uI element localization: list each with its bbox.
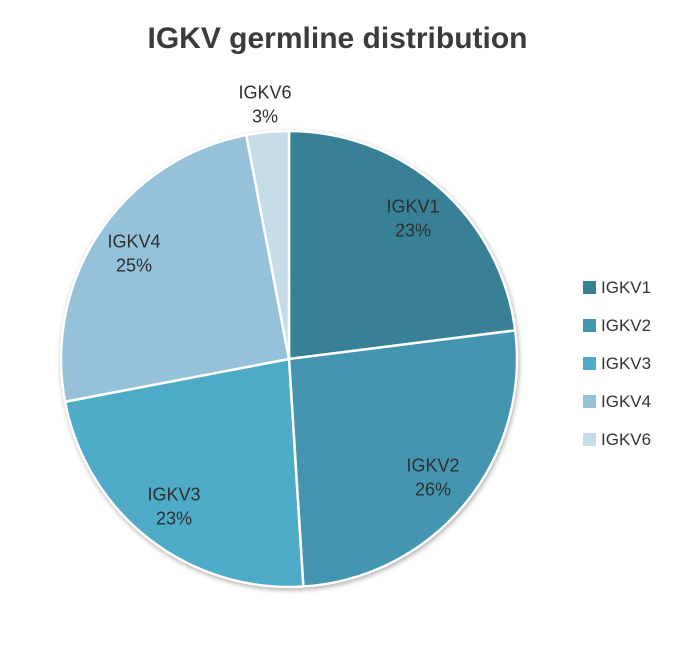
legend-swatch-igkv2 — [583, 319, 596, 332]
legend-item-igkv2: IGKV2 — [583, 315, 651, 336]
legend-swatch-igkv4 — [583, 395, 596, 408]
legend-label-igkv3: IGKV3 — [601, 353, 652, 373]
legend-label-igkv6: IGKV6 — [601, 429, 652, 449]
legend-item-igkv3: IGKV3 — [583, 353, 651, 374]
pie-slice-igkv2 — [287, 329, 519, 588]
legend-swatch-igkv6 — [583, 433, 596, 446]
legend-swatch-igkv1 — [583, 281, 596, 294]
pie-slice-igkv6 — [245, 129, 291, 361]
legend-label-igkv1: IGKV1 — [601, 277, 652, 297]
pie-slice-igkv4 — [59, 133, 291, 403]
legend-item-igkv1: IGKV1 — [583, 277, 651, 298]
legend-label-igkv4: IGKV4 — [601, 391, 652, 411]
chart-title: IGKV germline distribution — [147, 22, 528, 55]
legend-item-igkv6: IGKV6 — [583, 429, 651, 450]
legend: IGKV1 IGKV2 IGKV3 IGKV4 IGKV6 — [583, 277, 651, 450]
pie-slice-igkv3 — [63, 357, 305, 589]
legend-label-igkv2: IGKV2 — [601, 315, 652, 335]
pie-slice-igkv1 — [287, 129, 517, 361]
legend-item-igkv4: IGKV4 — [583, 391, 651, 412]
legend-swatch-igkv3 — [583, 357, 596, 370]
